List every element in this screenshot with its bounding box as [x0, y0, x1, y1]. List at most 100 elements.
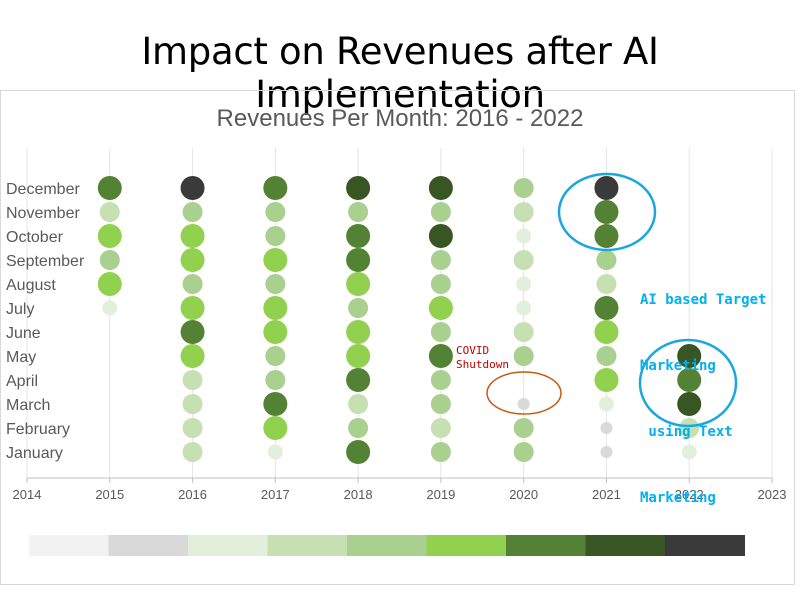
legend-swatch: [347, 535, 427, 556]
data-point: [346, 224, 371, 248]
data-point: [430, 370, 451, 390]
month-label: March: [6, 397, 50, 414]
data-point: [346, 440, 371, 464]
ai-line-1: AI based Target: [640, 292, 767, 308]
data-point: [182, 394, 203, 414]
legend-swatch: [426, 535, 507, 556]
x-tick-label: 2018: [344, 487, 373, 502]
data-point: [677, 344, 702, 368]
x-tick-label: 2016: [178, 487, 207, 502]
legend-swatch: [665, 535, 745, 556]
data-point: [265, 226, 286, 246]
x-axis: 2014 2015 2016 2017 2018 2019 2020 2021 2022 2023: [13, 477, 786, 502]
data-point: [428, 344, 453, 368]
data-point: [265, 346, 286, 366]
data-point: [596, 250, 617, 270]
data-point: [348, 394, 369, 414]
data-point: [346, 344, 371, 368]
month-label: January: [6, 445, 63, 462]
data-point: [681, 444, 697, 460]
month-label: November: [6, 205, 80, 222]
data-point: [594, 224, 619, 248]
ai-line-3: using Text: [640, 424, 733, 440]
x-tick-label: 2019: [426, 487, 455, 502]
data-point: [513, 178, 534, 198]
data-point: [428, 296, 453, 320]
data-point: [263, 320, 288, 344]
data-point: [180, 344, 205, 368]
data-point: [430, 394, 451, 414]
data-point: [180, 176, 205, 200]
data-point: [102, 300, 118, 316]
month-label: February: [6, 421, 70, 438]
data-point: [180, 296, 205, 320]
legend-swatch: [585, 535, 666, 556]
legend-swatch: [506, 535, 586, 556]
data-point: [263, 392, 288, 416]
x-tick-label: 2022: [675, 487, 704, 502]
data-point: [265, 370, 286, 390]
data-point: [600, 422, 613, 434]
chart-title: Revenues Per Month: 2016 - 2022: [217, 105, 584, 132]
data-point: [346, 248, 371, 272]
data-point: [513, 322, 534, 342]
data-point: [348, 418, 369, 438]
data-point: [596, 346, 617, 366]
data-point: [346, 320, 371, 344]
data-point: [99, 250, 120, 270]
data-point: [516, 276, 532, 292]
data-point: [180, 248, 205, 272]
y-axis-labels: December November October September August Ju…: [6, 181, 85, 462]
data-point: [516, 300, 532, 316]
data-point: [180, 320, 205, 344]
ai-highlight-ring-2021: [557, 172, 657, 252]
data-point: [182, 418, 203, 438]
month-label: June: [6, 325, 41, 342]
data-point: [263, 248, 288, 272]
color-scale-legend: [29, 535, 745, 556]
data-point: [517, 398, 530, 410]
legend-swatch: [188, 535, 268, 556]
data-point: [596, 274, 617, 294]
data-point: [594, 176, 619, 200]
data-point: [263, 176, 288, 200]
data-point: [516, 228, 532, 244]
data-point: [430, 274, 451, 294]
data-point: [430, 442, 451, 462]
data-point: [679, 418, 700, 438]
data-point: [346, 368, 371, 392]
data-point: [97, 176, 122, 200]
data-point: [182, 442, 203, 462]
data-point: [513, 442, 534, 462]
data-point: [513, 346, 534, 366]
data-point: [594, 368, 619, 392]
covid-ring: [486, 371, 562, 415]
ai-highlight-ring-2022: [638, 338, 738, 428]
data-point: [180, 224, 205, 248]
data-point: [598, 396, 614, 412]
x-tick-label: 2017: [261, 487, 290, 502]
covid-line-1: COVID: [456, 344, 490, 357]
ai-annotation: AI based Target Marketing using Text Mar…: [640, 245, 766, 531]
x-tick-label: 2020: [509, 487, 538, 502]
annotation-rings: [486, 172, 738, 428]
data-point: [348, 298, 369, 318]
data-point: [430, 418, 451, 438]
data-point: [263, 416, 288, 440]
data-point: [513, 202, 534, 222]
data-point: [513, 418, 534, 438]
month-label: December: [6, 181, 80, 198]
data-point: [346, 272, 371, 296]
x-tick-label: 2021: [592, 487, 621, 502]
data-point: [677, 368, 702, 392]
data-point: [265, 274, 286, 294]
month-label: September: [6, 253, 85, 270]
data-point: [182, 274, 203, 294]
data-point: [428, 176, 453, 200]
covid-annotation: COVID Shutdown: [456, 344, 509, 372]
data-point: [430, 250, 451, 270]
data-point: [97, 272, 122, 296]
data-point: [430, 202, 451, 222]
month-label: July: [6, 301, 34, 318]
